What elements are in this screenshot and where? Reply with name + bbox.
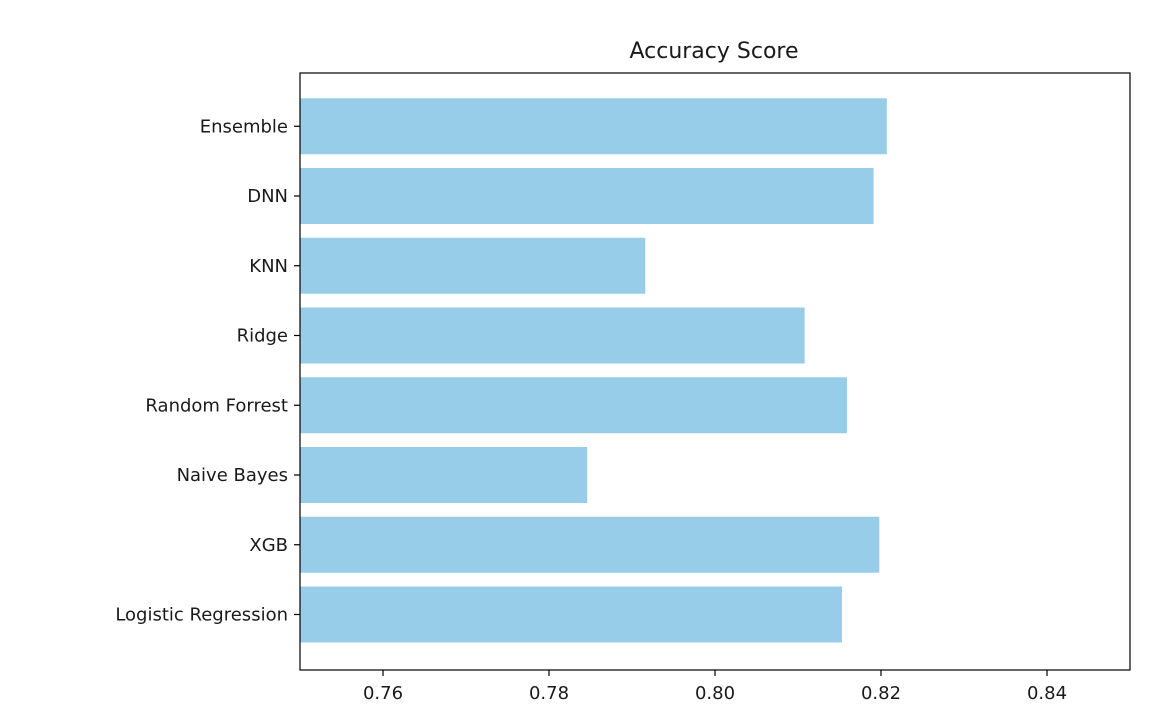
- y-tick-label: KNN: [249, 256, 288, 277]
- bar-ensemble: [300, 98, 887, 155]
- y-axis: Logistic Regression XGB Naive Bayes Random …: [115, 116, 300, 626]
- x-tick-label: 0.76: [363, 683, 403, 704]
- bar-naive-bayes: [300, 447, 588, 503]
- x-tick-label: 0.78: [529, 683, 569, 704]
- y-tick-label: Ridge: [237, 326, 288, 347]
- chart-title: Accuracy Score: [629, 39, 798, 64]
- x-tick-label: 0.84: [1027, 683, 1067, 704]
- bar-logistic-regression: [300, 586, 842, 643]
- plot-area-frame: [299, 72, 1131, 671]
- x-tick-label: 0.80: [695, 683, 735, 704]
- bar-random-forrest: [300, 377, 847, 434]
- bars-group: [300, 98, 887, 643]
- x-tick-label: 0.82: [861, 683, 901, 704]
- y-tick-label: XGB: [249, 535, 288, 556]
- x-axis: 0.76 0.78 0.80 0.82 0.84: [363, 670, 1067, 704]
- bar-dnn: [300, 168, 874, 224]
- y-tick-label: Naive Bayes: [177, 465, 288, 486]
- bar-knn: [300, 237, 646, 294]
- bar-xgb: [300, 516, 880, 573]
- y-tick-label: Random Forrest: [145, 395, 288, 416]
- bar-ridge: [300, 307, 805, 364]
- y-tick-label: DNN: [247, 186, 288, 207]
- y-tick-label: Ensemble: [200, 116, 288, 137]
- y-tick-label: Logistic Regression: [115, 605, 288, 626]
